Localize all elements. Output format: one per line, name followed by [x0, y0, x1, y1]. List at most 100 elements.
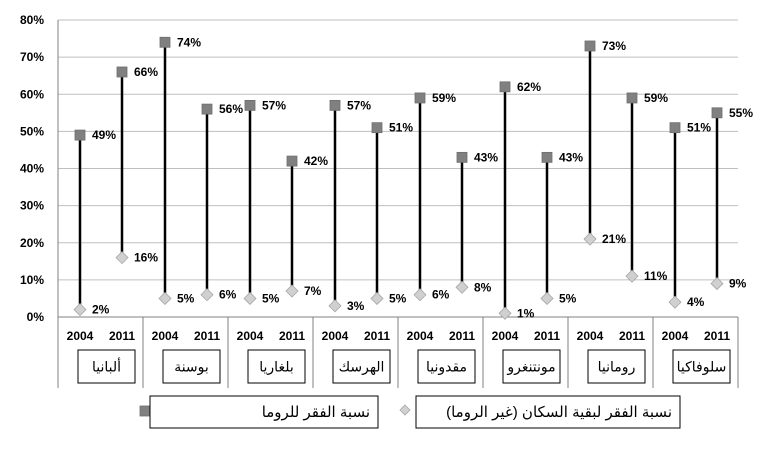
markers [73, 36, 724, 320]
stems [78, 42, 719, 314]
axes [57, 20, 739, 388]
roma-marker [499, 81, 511, 93]
country-label: ألبانيا [92, 358, 121, 375]
year-label: 2011 [534, 329, 560, 343]
roma-data-label: 73% [602, 39, 626, 53]
legend: نسبة الفقر للروما نسبة الفقر لبقية السكان… [139, 395, 681, 429]
non-roma-marker [328, 299, 342, 313]
year-label: 2004 [322, 329, 349, 343]
roma-marker [329, 99, 341, 111]
non-roma-data-label: 5% [262, 291, 280, 305]
non-roma-marker [370, 291, 384, 306]
roma-marker [371, 122, 383, 134]
non-roma-data-label: 21% [602, 232, 626, 246]
country-label: الهرسك [339, 359, 385, 376]
country-label: بلغاريا [259, 359, 293, 376]
legend-non-roma-label: نسبة الفقر لبقية السكان (غير الروما) [446, 404, 672, 421]
roma-marker [541, 151, 553, 163]
non-roma-data-label: 9% [729, 277, 747, 291]
non-roma-marker [200, 288, 214, 302]
non-roma-data-label: 6% [219, 288, 237, 302]
y-tick-label: 40% [20, 162, 44, 176]
roma-marker [159, 36, 171, 48]
non-roma-marker [583, 232, 597, 246]
non-roma-data-label: 11% [644, 269, 668, 283]
roma-marker [456, 151, 468, 163]
legend-non-roma-marker [399, 404, 411, 416]
year-label: 2004 [152, 329, 179, 343]
non-roma-data-label: 7% [304, 284, 322, 298]
non-roma-marker [243, 291, 257, 306]
y-axis-ticks: 0% 10% 20% 30% 40% 50% 60% 70% 80% [20, 13, 44, 324]
non-roma-data-label: 8% [474, 280, 492, 294]
y-tick-label: 30% [20, 199, 44, 213]
non-roma-data-label: 2% [92, 303, 110, 317]
y-tick-label: 70% [20, 50, 44, 64]
year-label: 2004 [662, 329, 689, 343]
non-roma-data-label: 16% [134, 251, 158, 265]
roma-marker [626, 92, 638, 104]
non-roma-marker [540, 291, 554, 306]
roma-marker [201, 103, 213, 115]
year-label: 2011 [449, 329, 475, 343]
non-roma-data-label: 6% [432, 288, 450, 302]
y-tick-label: 60% [20, 87, 44, 101]
non-roma-marker [710, 277, 724, 291]
roma-data-label: 56% [219, 102, 243, 116]
roma-marker [116, 66, 128, 78]
non-roma-marker [668, 295, 682, 309]
roma-data-label: 66% [134, 65, 158, 79]
year-label: 2004 [577, 329, 604, 343]
roma-marker [669, 122, 681, 134]
non-roma-marker [158, 291, 172, 306]
roma-data-label: 42% [304, 154, 328, 168]
y-tick-label: 10% [20, 273, 44, 287]
non-roma-marker [285, 284, 299, 298]
country-box [332, 349, 391, 384]
year-label: 2004 [407, 329, 434, 343]
country-box [162, 349, 221, 384]
country-box [77, 349, 136, 384]
gridlines [58, 19, 738, 281]
year-label: 2011 [619, 329, 645, 343]
year-label: 2011 [109, 329, 135, 343]
roma-data-label: 62% [517, 80, 541, 94]
country-box [502, 349, 561, 384]
non-roma-marker [73, 303, 87, 317]
y-tick-label: 50% [20, 124, 44, 138]
roma-data-label: 74% [177, 35, 201, 49]
roma-marker [286, 155, 298, 167]
year-label: 2004 [492, 329, 519, 343]
roma-marker [74, 129, 86, 141]
country-box [587, 349, 646, 384]
legend-roma-marker [139, 405, 151, 417]
non-roma-marker [498, 306, 512, 320]
roma-data-label: 49% [92, 128, 116, 142]
non-roma-marker [625, 269, 639, 283]
country-box [417, 349, 476, 384]
year-label: 2011 [279, 329, 305, 343]
roma-data-label: 59% [644, 91, 668, 105]
roma-data-label: 51% [687, 121, 711, 135]
roma-data-label: 51% [389, 121, 413, 135]
roma-marker [584, 40, 596, 52]
year-label: 2011 [364, 329, 390, 343]
legend-non-roma-box [415, 395, 681, 429]
legend-roma-box [149, 395, 379, 429]
data-labels: 49% 2% 66% 16% 74% 5% 56% 6% 57% 5% 42% 7% 57% 3% 51% 5… [92, 35, 753, 320]
roma-marker [414, 92, 426, 104]
y-tick-label: 80% [20, 13, 44, 27]
non-roma-data-label: 5% [177, 291, 195, 305]
non-roma-data-label: 3% [347, 299, 365, 313]
non-roma-data-label: 1% [517, 306, 535, 320]
y-tick-label: 0% [27, 310, 45, 324]
country-label: رومانيا [598, 359, 636, 376]
x-axis-categories: 2004 2011 ألبانيا 2004 2011 بوسنة 2004 2011 بلغا… [67, 329, 731, 384]
roma-data-label: 57% [262, 98, 286, 112]
non-roma-data-label: 5% [559, 291, 577, 305]
year-label: 2011 [704, 329, 730, 343]
year-label: 2011 [194, 329, 220, 343]
country-box [247, 349, 306, 384]
roma-data-label: 43% [474, 150, 498, 164]
roma-marker [244, 99, 256, 111]
